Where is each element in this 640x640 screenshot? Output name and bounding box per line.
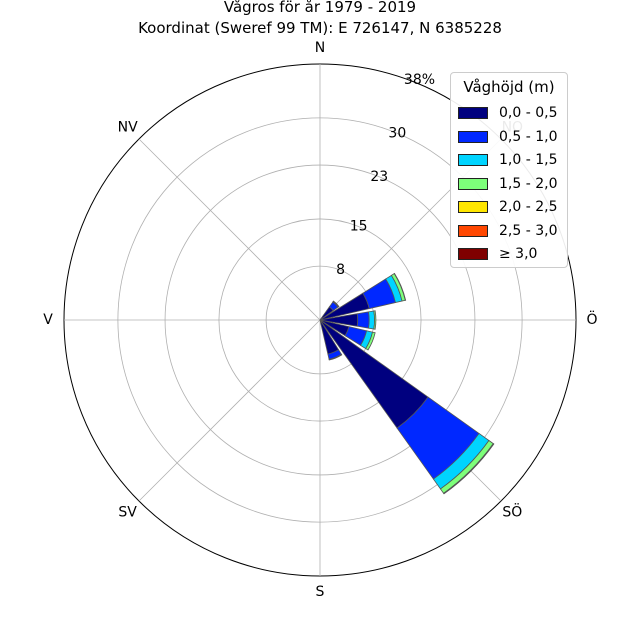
- legend-label: 1,5 - 2,0: [499, 175, 558, 192]
- legend-swatch: [458, 201, 488, 213]
- direction-label: Ö: [586, 310, 597, 328]
- wave-bars: [319, 272, 495, 495]
- direction-label: N: [315, 40, 325, 56]
- legend-item: 2,5 - 3,0: [458, 223, 566, 241]
- legend-item: 0,0 - 0,5: [458, 105, 566, 123]
- legend-item: 1,5 - 2,0: [458, 176, 566, 194]
- legend-item: ≥ 3,0: [458, 246, 566, 264]
- legend-item: 2,0 - 2,5: [458, 199, 566, 217]
- wave-bar-segment: [332, 300, 340, 308]
- legend-title: Våghöjd (m): [463, 78, 555, 96]
- wave-bar-segment: [373, 310, 377, 330]
- legend-swatch: [458, 248, 488, 260]
- radial-tick-label: 30: [388, 125, 406, 141]
- legend-swatch: [458, 224, 488, 237]
- radial-tick-label: 8: [336, 262, 345, 278]
- legend-label: 1,0 - 1,5: [499, 152, 558, 168]
- grid-spoke: [138, 138, 321, 321]
- direction-label: NV: [118, 120, 138, 136]
- wave-bar-segment: [356, 311, 370, 329]
- legend-label: 0,5 - 1,0: [499, 128, 558, 145]
- grid-spoke: [138, 319, 321, 502]
- radial-tick-label: 38%: [404, 72, 435, 88]
- legend-item: 1,0 - 1,5: [458, 152, 566, 170]
- direction-label: SV: [118, 504, 137, 520]
- wave-bar-segment: [365, 331, 376, 351]
- legend-item: 0,5 - 1,0: [458, 129, 566, 147]
- direction-label: V: [43, 312, 53, 328]
- radial-tick-label: 15: [350, 219, 368, 235]
- legend-label: ≥ 3,0: [499, 246, 538, 262]
- legend: Våghöjd (m) 0,0 - 0,5 0,5 - 1,0 1,0 - 1,5 1…: [450, 72, 568, 268]
- direction-label: S: [316, 584, 325, 600]
- legend-swatch: [458, 154, 488, 166]
- wave-bar-segment: [368, 310, 375, 330]
- chart-subtitle: Koordinat (Sweref 99 TM): E 726147, N 63…: [138, 19, 502, 37]
- legend-swatch: [458, 177, 488, 190]
- legend-swatch: [458, 107, 488, 119]
- radial-tick-labels: 8 15 23 30 38%: [336, 72, 435, 278]
- wave-bar-segment: [443, 443, 495, 495]
- legend-label: 2,0 - 2,5: [499, 199, 558, 215]
- legend-label: 2,5 - 3,0: [499, 222, 558, 239]
- radial-tick-label: 23: [370, 169, 388, 185]
- legend-label: 0,0 - 0,5: [499, 105, 558, 121]
- wave-bar-segment: [328, 353, 343, 361]
- chart-title: Vågros för år 1979 - 2019: [223, 0, 417, 16]
- direction-label: SÖ: [502, 502, 522, 520]
- wave-bar-segment: [393, 272, 407, 301]
- legend-swatch: [458, 130, 488, 143]
